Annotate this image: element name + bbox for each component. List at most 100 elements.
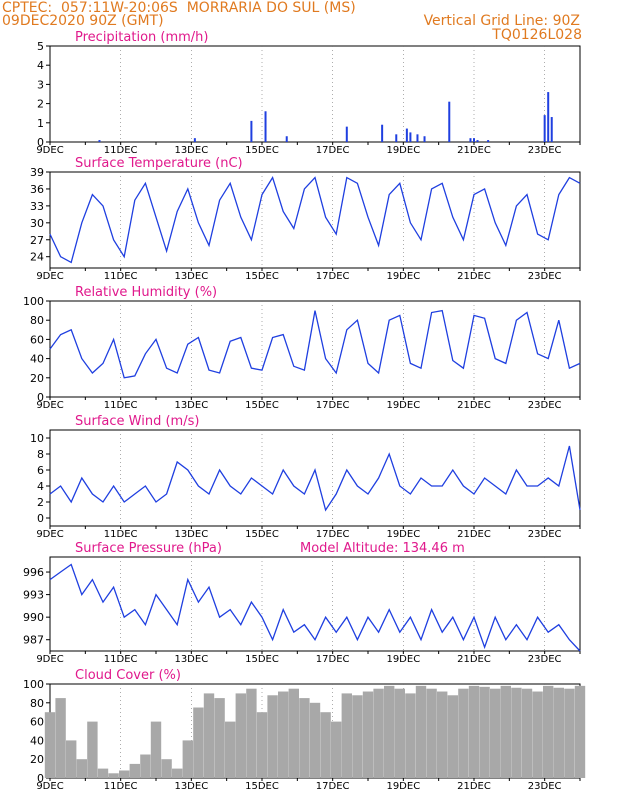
cloud-bar <box>437 691 448 778</box>
y-tick-label: 990 <box>23 611 44 624</box>
cloud-bar <box>97 768 109 778</box>
y-tick-label: 0 <box>37 391 44 404</box>
x-tick-label: 9DEC <box>36 271 63 282</box>
series-line-temp <box>49 176 581 264</box>
cloud-bar <box>76 759 87 778</box>
cloud-bar <box>553 687 564 778</box>
cloud-bar <box>129 763 140 778</box>
cloud-bar <box>246 688 257 778</box>
cloud-bar <box>235 693 246 778</box>
header-date: 09DEC2020 90Z (GMT) <box>2 13 164 29</box>
cloud-bar <box>394 688 405 778</box>
x-tick-label: 21DEC <box>457 781 491 792</box>
precip-bar <box>476 140 479 142</box>
x-tick-label: 15DEC <box>245 400 279 411</box>
cloud-bar <box>468 685 480 778</box>
cloud-bar <box>225 721 236 778</box>
x-tick-label: 19DEC <box>386 271 420 282</box>
y-tick-label: 80 <box>30 697 44 710</box>
x-tick-label: 15DEC <box>245 271 279 282</box>
x-tick-label: 15DEC <box>245 529 279 540</box>
plot-frame-rh <box>49 300 581 398</box>
chart-title: Precipitation (mm/h) <box>75 30 208 45</box>
y-tick-label: 30 <box>30 217 44 230</box>
cloud-bar <box>384 685 395 778</box>
precip-bar <box>487 140 490 142</box>
x-tick-label: 23DEC <box>528 781 562 792</box>
x-tick-label: 11DEC <box>104 145 138 156</box>
cloud-bar <box>341 693 352 778</box>
cloud-bar <box>140 754 151 778</box>
cloud-bar <box>214 698 225 778</box>
precip-bar <box>345 126 348 142</box>
series-line-wind <box>49 445 581 512</box>
y-tick-label: 6 <box>37 464 44 477</box>
x-tick-label: 23DEC <box>528 145 562 156</box>
precip-bar <box>409 132 412 142</box>
cloud-bar <box>203 693 215 778</box>
x-tick-label: 21DEC <box>457 145 491 156</box>
cloud-bar <box>564 688 575 778</box>
x-tick-label: 13DEC <box>174 145 208 156</box>
x-tick-label: 17DEC <box>316 145 350 156</box>
y-tick-label: 10 <box>30 432 44 445</box>
chart-title: Surface Pressure (hPa) <box>75 541 222 556</box>
x-tick-label: 19DEC <box>386 529 420 540</box>
x-tick-label: 23DEC <box>528 271 562 282</box>
x-tick-label: 19DEC <box>386 654 420 665</box>
x-tick-label: 17DEC <box>316 654 350 665</box>
precip-bar <box>395 134 398 142</box>
y-tick-label: 100 <box>23 678 44 691</box>
precip-bar <box>543 115 546 142</box>
cloud-bar <box>574 685 586 778</box>
x-tick-label: 13DEC <box>174 654 208 665</box>
plot-frame-wind <box>49 429 581 527</box>
precip-bar <box>416 134 419 142</box>
x-tick-label: 13DEC <box>174 400 208 411</box>
cloud-bar <box>405 693 416 778</box>
y-tick-label: 60 <box>30 716 44 729</box>
plot-frame-pressure <box>49 556 581 652</box>
cloud-bar <box>426 688 437 778</box>
precip-bar <box>473 138 475 142</box>
y-tick-label: 20 <box>30 753 44 766</box>
y-tick-label: 8 <box>37 448 44 461</box>
x-tick-label: 13DEC <box>174 529 208 540</box>
y-tick-label: 5 <box>37 40 44 53</box>
chart-subtitle: Model Altitude: 134.46 m <box>300 541 465 556</box>
x-tick-label: 15DEC <box>245 781 279 792</box>
x-tick-label: 17DEC <box>316 529 350 540</box>
cloud-bar <box>352 695 363 778</box>
precip-bar <box>550 117 553 142</box>
x-tick-label: 23DEC <box>528 654 562 665</box>
x-tick-label: 15DEC <box>245 654 279 665</box>
chart-title: Surface Wind (m/s) <box>75 414 199 429</box>
precip-bar <box>381 124 384 142</box>
chart-title: Surface Temperature (nC) <box>75 156 243 171</box>
cloud-bar <box>320 712 331 778</box>
cloud-bar <box>543 685 554 778</box>
x-tick-label: 23DEC <box>528 529 562 540</box>
cloud-bar <box>44 712 56 778</box>
plot-frame-precip <box>49 45 581 143</box>
precip-bar <box>448 101 451 142</box>
x-tick-label: 9DEC <box>36 400 63 411</box>
y-tick-label: 36 <box>30 183 44 196</box>
x-tick-label: 17DEC <box>316 400 350 411</box>
y-tick-label: 3 <box>37 78 44 91</box>
cloud-bar <box>182 740 193 778</box>
cloud-bar <box>278 691 289 778</box>
y-tick-label: 0 <box>37 512 44 525</box>
x-tick-label: 19DEC <box>386 400 420 411</box>
x-tick-label: 13DEC <box>174 271 208 282</box>
y-tick-label: 40 <box>30 353 44 366</box>
precip-bar <box>547 92 550 142</box>
cloud-bar <box>108 773 119 778</box>
cloud-bar <box>267 695 278 778</box>
x-tick-label: 9DEC <box>36 529 63 540</box>
y-tick-label: 993 <box>23 589 44 602</box>
y-tick-label: 39 <box>30 166 44 179</box>
series-line-pressure <box>49 563 581 652</box>
y-tick-label: 0 <box>37 772 44 785</box>
